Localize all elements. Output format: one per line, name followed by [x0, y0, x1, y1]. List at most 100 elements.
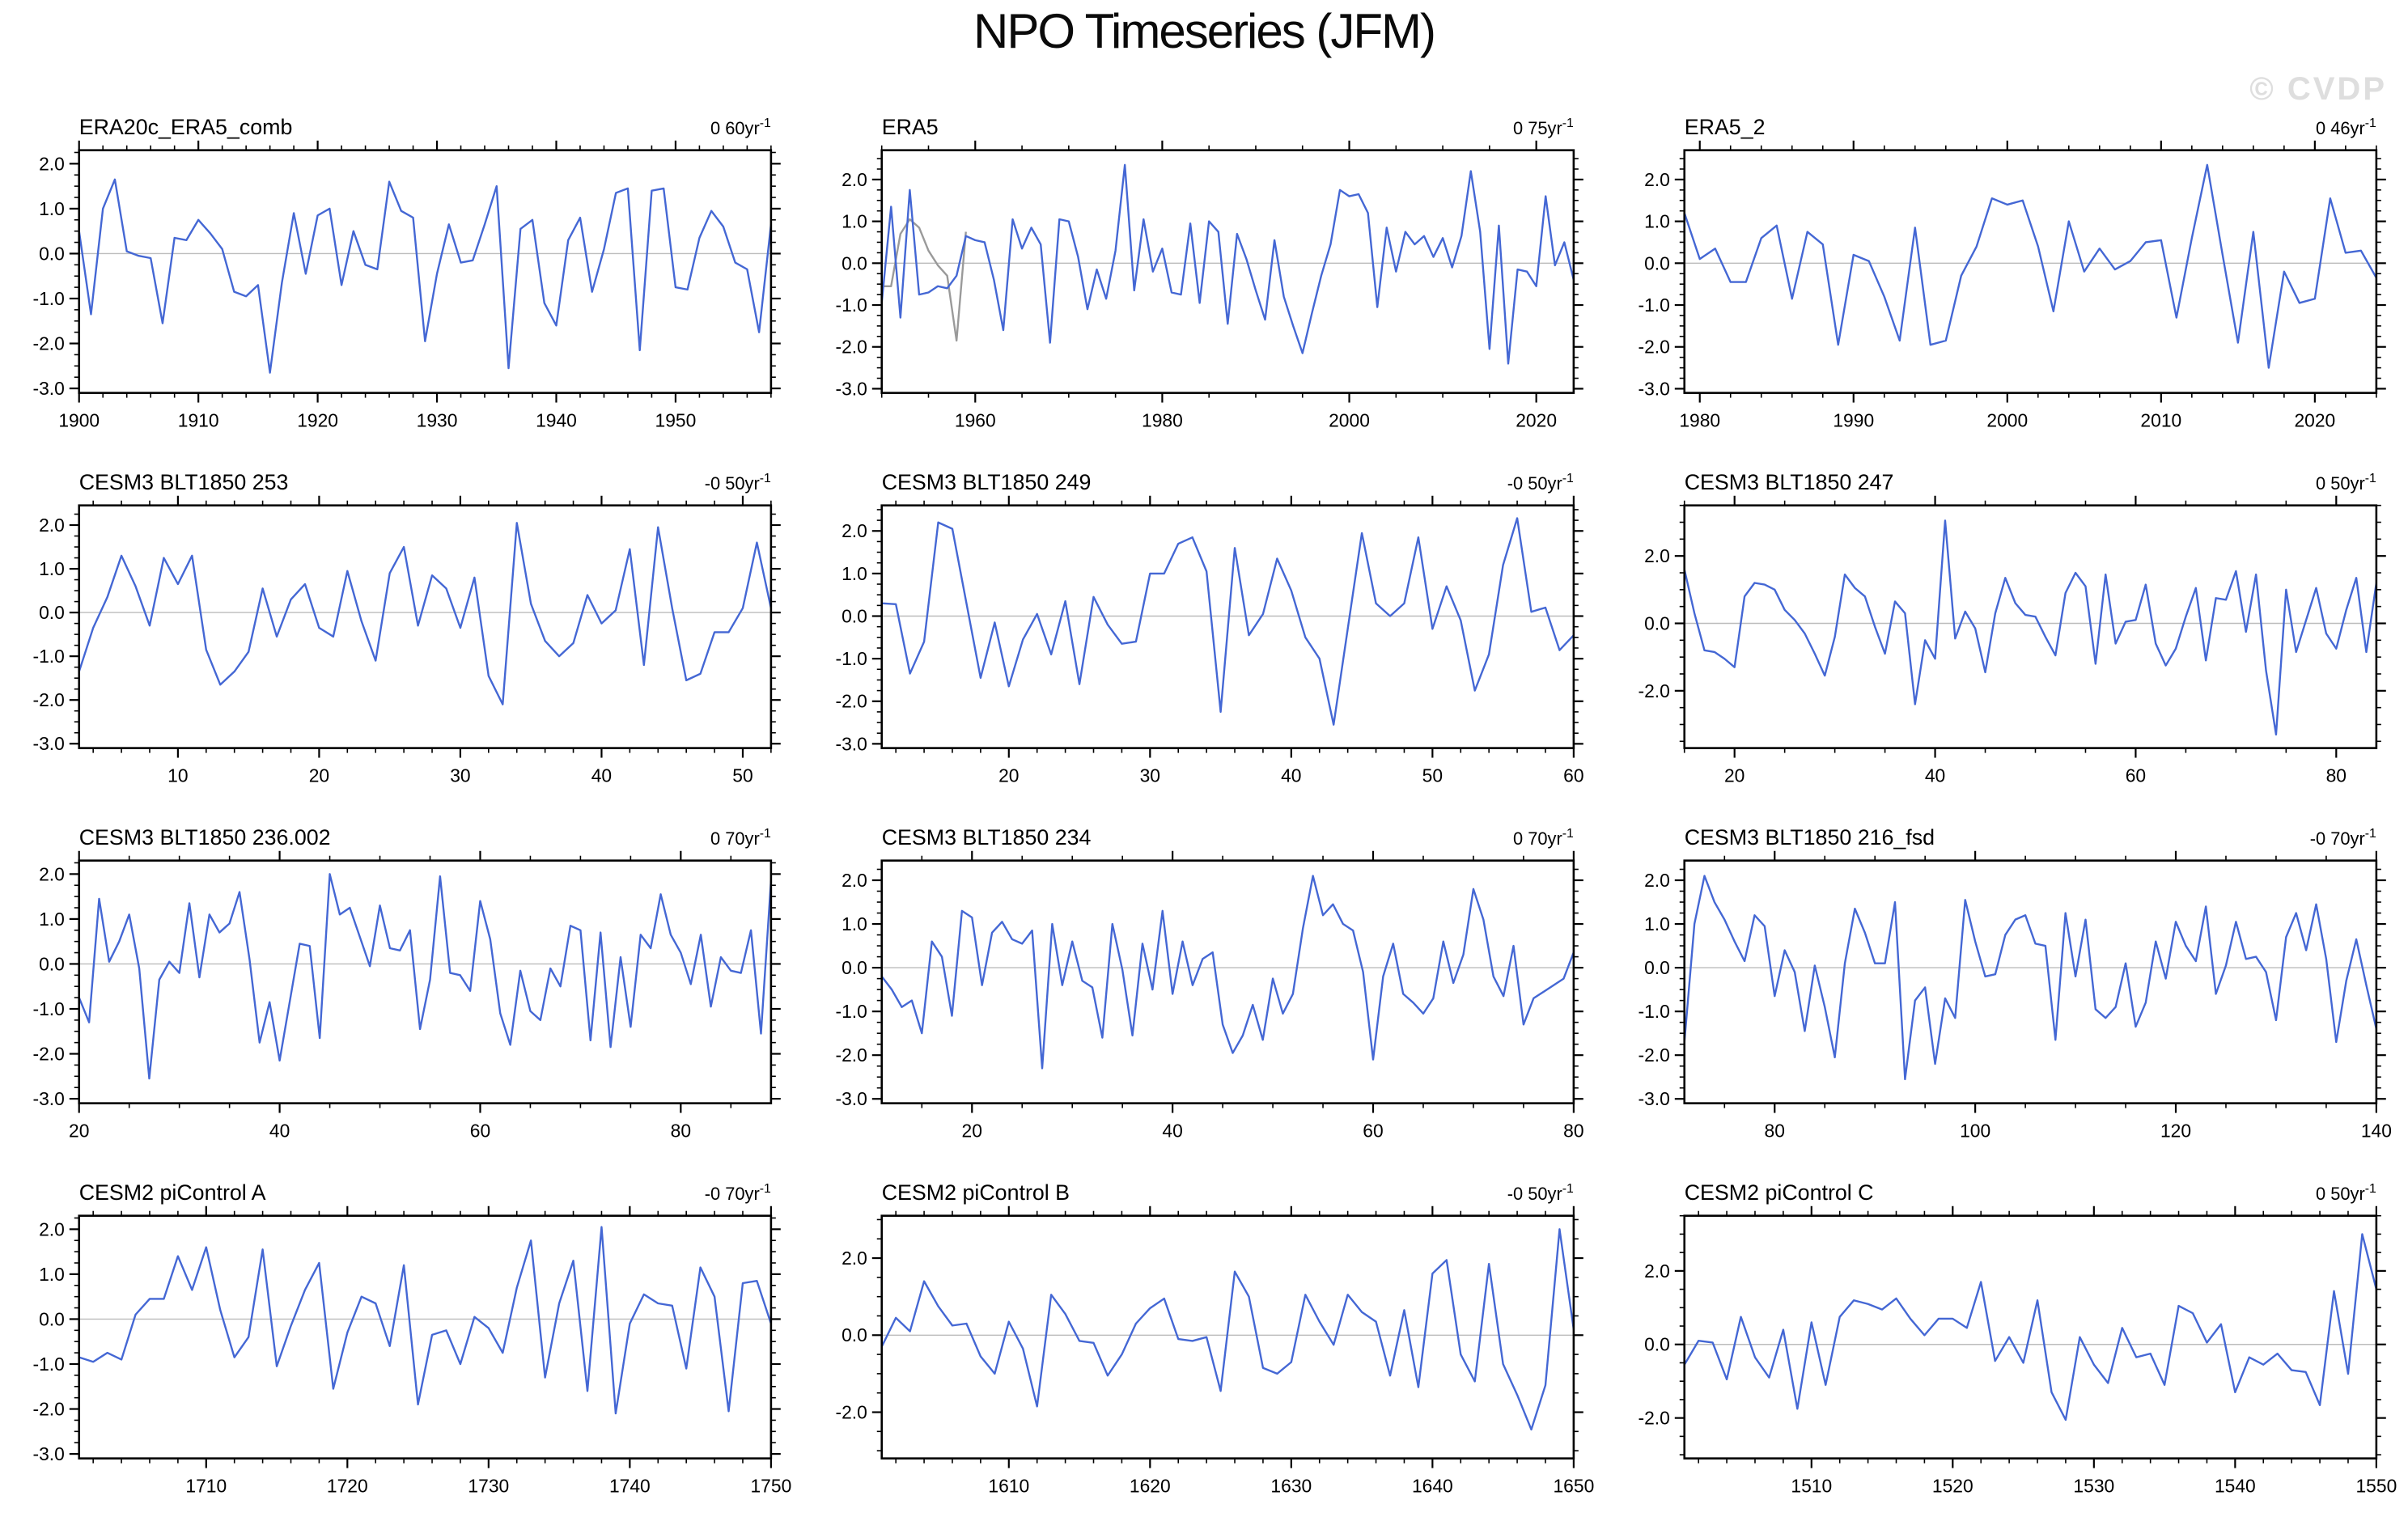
y-tick-label: -1.0: [33, 288, 65, 309]
panel-trend-label: -0 70yr-1: [2310, 827, 2376, 849]
y-tick-label: 0.0: [1644, 957, 1670, 978]
panel-cell-2: 1960 1980 2000 2020 2.0 1.0 0.0 -1.0 -2.0 -3.0 ERA…: [803, 113, 1605, 468]
y-tick-label: -1.0: [836, 1001, 867, 1022]
y-tick-label: 1.0: [842, 563, 867, 584]
timeseries-panel-3: 1980 1990 2000 2010 2020 2.0 1.0 0.0 -1.0 -2.0 -3.…: [1639, 115, 2386, 430]
panel-cell-7: 20 40 60 80 2.0 1.0 0.0 -1.0 -2.0 -3.0 CESM3 BLT18…: [0, 824, 803, 1179]
x-tick-label: 50: [732, 765, 752, 786]
panel-trend-label: 0 75yr-1: [1513, 117, 1574, 138]
x-tick-label: 1520: [1932, 1475, 1973, 1496]
x-tick-label: 20: [69, 1120, 89, 1141]
y-tick-label: -3.0: [836, 378, 867, 399]
x-tick-label: 1650: [1553, 1475, 1594, 1496]
x-tick-label: 40: [1281, 765, 1301, 786]
plot-frame: [1683, 504, 2378, 749]
panel-title: CESM3 BLT1850 236.002: [79, 825, 331, 850]
x-tick-label: 60: [1563, 765, 1583, 786]
y-tick-label: -1.0: [33, 1354, 65, 1375]
y-tick-label: 2.0: [842, 169, 867, 190]
y-tick-label: 0.0: [39, 602, 65, 623]
x-tick-label: 20: [962, 1120, 982, 1141]
panels-grid: 1900 1910 1920 1930 1940 1950 2.0 1.0 0.0 -1.0 -2.…: [0, 113, 2408, 1534]
x-tick-label: 1980: [1679, 409, 1720, 430]
y-tick-label: -3.0: [1639, 1088, 1670, 1109]
x-tick-label: 60: [2126, 765, 2146, 786]
series-line: [78, 178, 773, 374]
panel-title: ERA5_2: [1685, 115, 1766, 139]
y-tick-label: 2.0: [1644, 545, 1670, 566]
y-tick-label: -2.0: [836, 1044, 867, 1066]
series-line: [78, 1226, 773, 1415]
timeseries-panel-1: 1900 1910 1920 1930 1940 1950 2.0 1.0 0.0 -1.0 -2.…: [33, 115, 781, 430]
x-tick-label: 80: [1563, 1120, 1583, 1141]
x-tick-label: 2000: [1986, 409, 2028, 430]
x-tick-label: 1960: [955, 409, 996, 430]
timeseries-panel-9: 80 100 120 140 2.0 1.0 0.0 -1.0 -2.0 -3.0 CESM3 BL…: [1639, 825, 2392, 1142]
series-line: [78, 522, 773, 705]
panel-title: CESM3 BLT1850 249: [882, 470, 1092, 494]
y-tick-label: -2.0: [836, 337, 867, 358]
y-tick-label: 2.0: [842, 870, 867, 891]
x-tick-label: 2010: [2140, 409, 2181, 430]
y-tick-label: 2.0: [842, 520, 867, 541]
y-tick-label: 1.0: [842, 211, 867, 232]
series-line: [78, 873, 773, 1080]
plot-frame: [78, 149, 773, 394]
series-line: [881, 517, 1575, 726]
x-tick-label: 120: [2160, 1120, 2191, 1141]
x-tick-label: 1940: [536, 409, 577, 430]
x-tick-label: 1710: [185, 1475, 227, 1496]
panel-title: CESM3 BLT1850 216_fsd: [1685, 825, 1935, 850]
panel-title: CESM3 BLT1850 253: [79, 470, 289, 494]
x-tick-label: 20: [1724, 765, 1745, 786]
series-line: [1683, 1233, 2378, 1421]
timeseries-panel-4: 10 20 30 40 50 2.0 1.0 0.0 -1.0 -2.0 -3.0 CESM3 BLT…: [33, 470, 781, 786]
plot-frame: [78, 1214, 773, 1460]
x-tick-label: 40: [269, 1120, 290, 1141]
x-tick-label: 1620: [1130, 1475, 1171, 1496]
page-title: NPO Timeseries (JFM): [973, 4, 1436, 58]
x-tick-label: 100: [1960, 1120, 1990, 1141]
plot-frame: [1683, 149, 2378, 394]
series-line: [880, 1228, 1575, 1431]
panel-title: ERA20c_ERA5_comb: [79, 115, 293, 139]
panel-cell-1: 1900 1910 1920 1930 1940 1950 2.0 1.0 0.0 -1.0 -2.…: [0, 113, 803, 468]
x-tick-label: 1750: [750, 1475, 791, 1496]
panel-title: CESM3 BLT1850 247: [1685, 470, 1894, 494]
panel-cell-12: 1510 1520 1530 1540 1550 2.0 0.0 -2.0 CESM2 piCo…: [1605, 1179, 2408, 1534]
panel-title: CESM2 piControl A: [79, 1180, 266, 1205]
x-tick-label: 10: [167, 765, 188, 786]
x-tick-label: 1910: [178, 409, 219, 430]
panel-trend-label: -0 50yr-1: [1507, 1182, 1574, 1204]
y-tick-label: -1.0: [836, 648, 867, 669]
plot-frame: [880, 149, 1575, 394]
timeseries-panel-10: 1710 1720 1730 1740 1750 2.0 1.0 0.0 -1.0 -2.0 -3.…: [33, 1180, 792, 1497]
y-tick-label: 0.0: [842, 605, 867, 626]
plot-frame: [1683, 859, 2378, 1104]
panel-cell-3: 1980 1990 2000 2010 2020 2.0 1.0 0.0 -1.0 -2.0 -3.…: [1605, 113, 2408, 468]
timeseries-panel-7: 20 40 60 80 2.0 1.0 0.0 -1.0 -2.0 -3.0 CESM3 BLT18…: [33, 825, 781, 1141]
y-tick-label: -1.0: [1639, 1001, 1670, 1022]
series-line: [1683, 519, 2378, 736]
panel-trend-label: 0 50yr-1: [2316, 1182, 2376, 1204]
plot-frame: [880, 859, 1575, 1104]
x-tick-label: 20: [998, 765, 1019, 786]
y-tick-label: -2.0: [33, 1043, 65, 1064]
panel-cell-11: 1610 1620 1630 1640 1650 2.0 0.0 -2.0 CESM2 piCo…: [803, 1179, 1605, 1534]
panel-trend-label: 0 50yr-1: [2316, 472, 2376, 494]
x-tick-label: 1530: [2073, 1475, 2114, 1496]
y-tick-label: 1.0: [842, 913, 867, 934]
panel-cell-10: 1710 1720 1730 1740 1750 2.0 1.0 0.0 -1.0 -2.0 -3.…: [0, 1179, 803, 1534]
x-tick-label: 1950: [655, 409, 697, 430]
y-tick-label: 1.0: [39, 198, 65, 219]
x-tick-label: 1920: [297, 409, 338, 430]
x-tick-label: 1900: [58, 409, 100, 430]
x-tick-label: 140: [2361, 1120, 2392, 1141]
x-tick-label: 1720: [327, 1475, 368, 1496]
panel-cell-6: 20 40 60 80 2.0 0.0 -2.0 CESM3 BLT1850 247 0 50y…: [1605, 468, 2408, 824]
x-tick-label: 80: [671, 1120, 691, 1141]
x-tick-label: 1510: [1791, 1475, 1832, 1496]
x-tick-label: 2020: [1516, 409, 1557, 430]
y-tick-label: -2.0: [33, 1398, 65, 1419]
